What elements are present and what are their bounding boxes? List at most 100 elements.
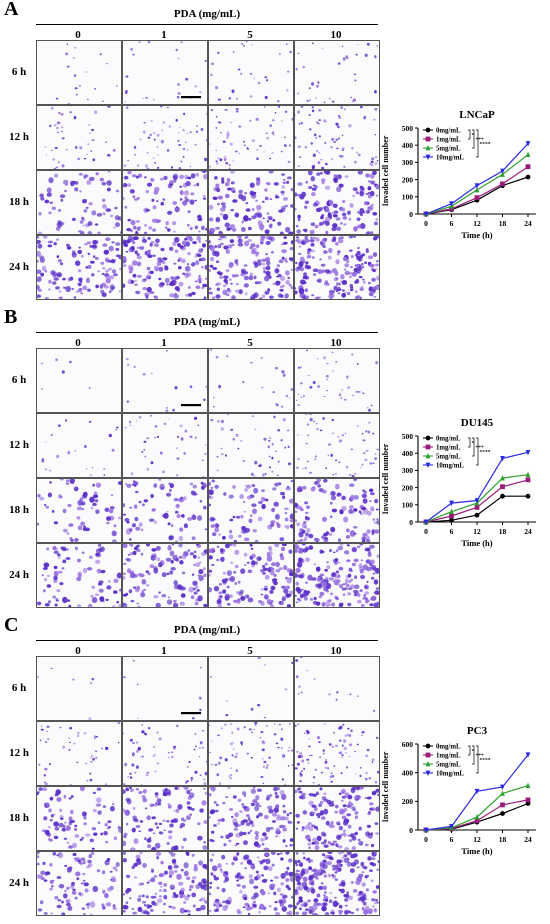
micrograph-image	[36, 170, 122, 235]
significance-mark: *	[472, 749, 475, 755]
stained-cells	[123, 852, 207, 915]
concentration-label: 0	[75, 29, 81, 41]
header-rule	[36, 24, 378, 25]
micrograph-image	[122, 170, 208, 235]
time-label: 18 h	[9, 196, 29, 208]
time-label: 6 h	[11, 66, 27, 78]
y-tick-label: 100	[402, 501, 414, 510]
micrograph-image	[208, 543, 294, 608]
data-point	[449, 517, 454, 523]
data-point	[500, 484, 505, 490]
stained-cells	[37, 171, 121, 234]
time-label: 12 h	[9, 439, 29, 451]
chart-title: DU145	[461, 417, 494, 429]
legend-label: 5mg/mL	[436, 146, 461, 153]
significance-mark: ***	[476, 137, 485, 143]
stained-cells	[295, 852, 379, 915]
data-point	[525, 151, 531, 158]
stained-cells	[209, 722, 293, 785]
stained-cells	[123, 171, 207, 234]
x-tick-label: 0	[424, 835, 428, 844]
significance-mark: *	[472, 133, 475, 139]
data-point	[449, 508, 454, 515]
stained-cells	[123, 659, 202, 720]
micrograph-image	[208, 721, 294, 786]
concentration-label: 0	[75, 645, 81, 657]
line-chart: LNCaP Invaded cell number Time (h) 0 100 200 3…	[381, 109, 536, 240]
x-tick-label: 0	[424, 527, 428, 536]
micrograph-image	[122, 478, 208, 543]
stained-cells	[123, 787, 207, 850]
data-point	[500, 475, 505, 481]
data-point	[425, 462, 431, 468]
data-point	[474, 186, 480, 193]
panel-b: B PDA (mg/mL) 0 1 5 10 6 h 12 h 18 h 24 …	[0, 306, 550, 616]
data-point	[525, 141, 531, 147]
stained-cells	[295, 479, 379, 542]
x-tick-label: 24	[524, 219, 532, 228]
concentration-label: 0	[75, 337, 81, 349]
data-point	[474, 195, 480, 201]
legend-label: 1mg/mL	[436, 753, 461, 760]
time-label: 6 h	[11, 374, 27, 386]
y-tick-label: 400	[402, 449, 414, 458]
x-tick-label: 12	[473, 527, 481, 536]
data-point	[449, 513, 454, 519]
y-tick-label: 300	[402, 158, 414, 167]
stained-cells	[123, 724, 207, 785]
data-point	[525, 752, 531, 758]
stained-cells	[295, 657, 376, 713]
legend-label: 5mg/mL	[436, 454, 461, 461]
data-point	[425, 453, 431, 459]
data-point	[500, 181, 505, 187]
stained-cells	[295, 236, 379, 299]
y-axis-label: Invaded cell number	[381, 443, 390, 514]
pda-header: PDA (mg/mL)	[173, 8, 241, 20]
scale-bar	[181, 96, 201, 99]
micrograph-image	[208, 170, 294, 235]
data-point	[449, 824, 454, 830]
data-point	[474, 498, 480, 504]
micrograph-image	[36, 543, 122, 608]
stained-cells	[295, 349, 379, 412]
stained-cells	[210, 41, 292, 103]
scale-bar	[181, 404, 201, 407]
significance-mark: ****	[480, 758, 491, 764]
y-tick-label: 500	[402, 124, 414, 133]
panel-a: A PDA (mg/mL) 0 1 5 10 6 h 12 h 18 h 24 …	[0, 0, 550, 308]
micrograph-image	[208, 786, 294, 851]
data-point	[500, 790, 505, 796]
time-label: 6 h	[11, 682, 27, 694]
data-point	[474, 512, 480, 518]
stained-cells	[40, 358, 91, 390]
micrograph-image	[294, 543, 380, 608]
data-point	[425, 154, 431, 160]
data-point	[449, 500, 454, 507]
y-axis-label: Invaded cell number	[381, 751, 390, 822]
legend-label: 1mg/mL	[436, 445, 461, 452]
stained-cells	[37, 787, 121, 850]
significance-bracket	[476, 745, 479, 774]
x-tick-label: 24	[524, 835, 532, 844]
significance-mark: ***	[476, 753, 485, 759]
data-point	[425, 127, 431, 133]
data-point	[500, 493, 505, 499]
micrograph-image	[36, 721, 122, 786]
x-tick-label: 24	[524, 527, 532, 536]
legend-label: 0mg/mL	[436, 436, 461, 443]
x-axis-label: Time (h)	[461, 230, 492, 240]
x-tick-label: 18	[499, 835, 507, 844]
y-tick-label: 0	[409, 518, 413, 527]
data-point	[525, 471, 531, 478]
data-point	[423, 519, 429, 525]
time-label: 18 h	[9, 504, 29, 516]
micrograph-image	[208, 413, 294, 478]
x-tick-label: 6	[450, 219, 454, 228]
significance-bracket	[472, 745, 475, 765]
micrograph-image	[294, 40, 380, 105]
micrograph-image	[208, 851, 294, 916]
scale-bar	[181, 712, 201, 715]
data-point	[474, 504, 480, 510]
significance-bracket	[476, 129, 479, 158]
x-axis-label: Time (h)	[461, 846, 492, 856]
